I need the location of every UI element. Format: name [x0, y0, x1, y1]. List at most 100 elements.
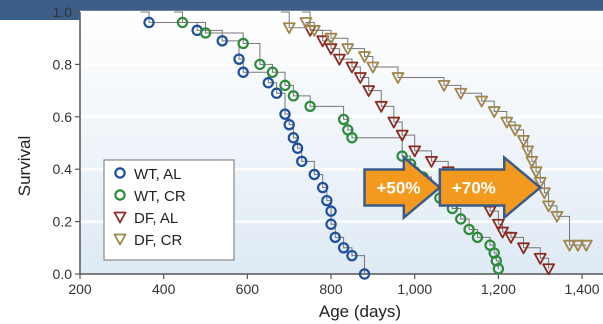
data-point: [571, 239, 585, 252]
y-tick-label: 0.6: [53, 109, 73, 125]
data-point: [282, 22, 296, 35]
series-group: [140, 11, 593, 280]
data-point: [346, 132, 358, 144]
legend-label: WT, AL: [134, 166, 182, 183]
data-point: [316, 35, 330, 48]
data-point: [508, 124, 522, 137]
arrow-label: +70%: [452, 179, 496, 198]
data-point: [237, 66, 249, 78]
data-point: [391, 72, 405, 84]
data-point: [176, 16, 189, 29]
x-tick-label: 600: [236, 281, 260, 297]
x-tick-label: 800: [319, 281, 343, 297]
legend-label: DF, AL: [134, 210, 178, 227]
data-point: [114, 167, 126, 179]
series: [140, 11, 371, 280]
data-point: [113, 211, 127, 224]
data-point: [353, 72, 367, 84]
y-tick-label: 0.2: [53, 214, 73, 230]
data-point: [542, 263, 556, 276]
data-point: [283, 118, 295, 131]
data-point: [254, 58, 266, 71]
data-point: [525, 155, 539, 168]
data-point: [308, 168, 321, 181]
data-point: [362, 85, 376, 97]
y-tick-label: 0.8: [53, 56, 73, 72]
data-point: [291, 142, 304, 154]
data-point: [454, 87, 468, 100]
series: [280, 11, 593, 252]
data-point: [425, 155, 438, 168]
arrow-label: +50%: [377, 179, 421, 198]
arrow-shape: [363, 154, 442, 221]
legend-label: DF, CR: [134, 232, 183, 249]
data-point: [471, 231, 484, 244]
legend-entry: WT, AL: [114, 166, 182, 183]
data-point: [316, 181, 329, 194]
data-point: [358, 268, 371, 280]
data-point: [579, 239, 593, 252]
data-point: [237, 37, 249, 50]
data-point: [296, 155, 308, 168]
data-point: [279, 108, 291, 120]
annotations: +50% +70%: [363, 154, 543, 221]
y-tick-label: 0.4: [53, 161, 73, 177]
data-point: [216, 35, 228, 47]
data-point: [304, 100, 316, 113]
data-point: [287, 90, 300, 102]
data-point: [533, 252, 547, 265]
series: [301, 11, 556, 276]
data-point: [517, 134, 530, 147]
arrow-annotation: +50%: [363, 154, 442, 221]
data-point: [143, 16, 155, 29]
arrow-annotation: +70%: [438, 154, 543, 221]
data-point: [324, 32, 338, 45]
data-point: [299, 17, 313, 29]
survival-step-line: [280, 11, 587, 246]
data-point: [341, 43, 355, 56]
data-point: [321, 194, 333, 207]
data-point: [374, 100, 388, 113]
data-point: [550, 210, 564, 223]
x-tick-label: 400: [152, 281, 176, 297]
data-point: [437, 79, 451, 92]
data-point: [387, 116, 401, 129]
data-point: [408, 145, 422, 158]
data-point: [337, 113, 350, 126]
data-point: [358, 51, 371, 63]
legend-box: [103, 159, 235, 261]
data-point: [542, 200, 556, 213]
data-point: [529, 166, 543, 179]
y-tick-label: 0.0: [53, 266, 73, 282]
legend-entry: DF, CR: [113, 232, 183, 249]
x-tick-label: 1,000: [397, 281, 432, 297]
data-point: [504, 231, 518, 244]
data-point: [325, 218, 337, 230]
x-axis-label: Age (days): [319, 302, 401, 321]
data-point: [366, 61, 380, 74]
data-point: [475, 95, 489, 108]
y-tick-label: 1.0: [53, 4, 73, 20]
data-point: [233, 53, 245, 65]
arrow-shape: [438, 154, 543, 221]
data-point: [487, 106, 501, 118]
data-point: [199, 27, 212, 39]
data-point: [307, 24, 321, 37]
data-point: [396, 150, 408, 162]
data-point: [333, 53, 346, 66]
data-point: [517, 242, 530, 255]
data-point: [266, 66, 279, 78]
legend: WT, AL WT, CR DF, AL DF, CR: [103, 159, 235, 261]
data-point: [329, 231, 341, 244]
data-point: [492, 263, 505, 275]
axes: 0.0 0.2 0.4 0.6 0.8 1.0 200 400 600 800 1,000 1,200…: [53, 4, 603, 297]
y-axis-label: Survival: [15, 136, 34, 196]
series: [174, 11, 505, 275]
data-point: [345, 61, 359, 74]
data-point: [346, 249, 358, 262]
x-tick-label: 1,400: [565, 281, 600, 297]
data-point: [491, 218, 505, 231]
data-point: [337, 242, 350, 254]
legend-label: WT, CR: [134, 188, 186, 205]
